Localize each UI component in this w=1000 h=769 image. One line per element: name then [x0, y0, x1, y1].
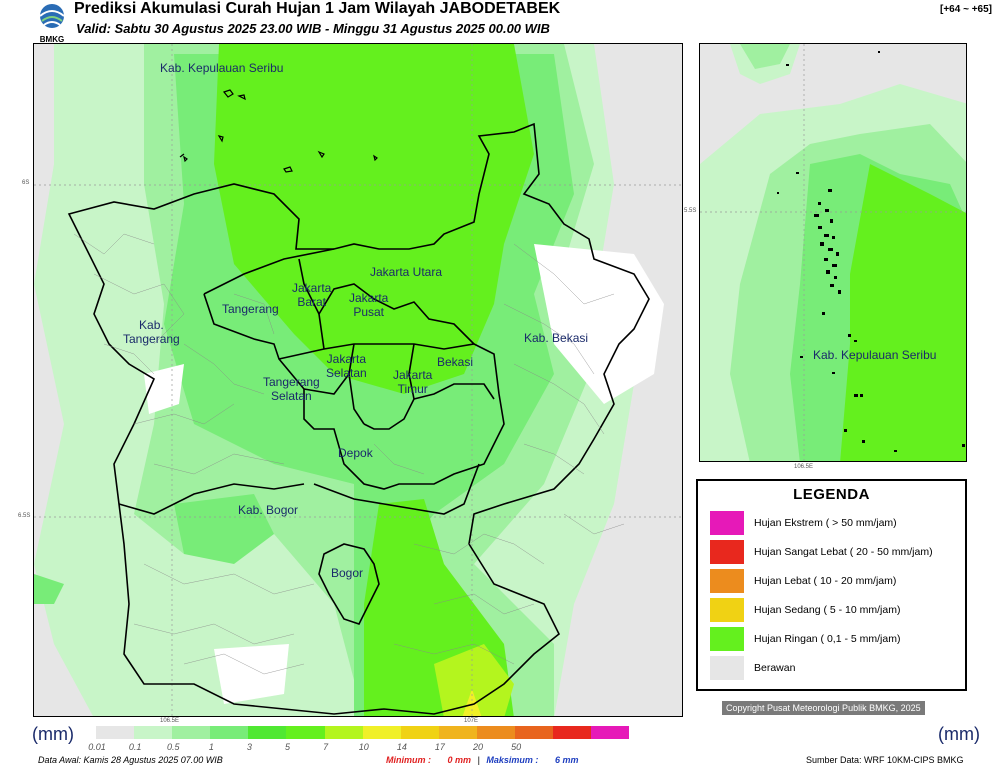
copyright-notice: Copyright Pusat Meteorologi Publik BMKG,… — [722, 701, 925, 715]
colorbar-tick-label: 0.5 — [166, 742, 180, 752]
colorbar-unit-right: (mm) — [938, 724, 980, 744]
legend-label-berawan: Berawan — [754, 662, 796, 674]
label-kab-bekasi: Kab. Bekasi — [524, 331, 589, 345]
legend-swatch-sedang — [710, 598, 744, 622]
colorbar-tick-label: 1 — [208, 742, 214, 752]
tick-lat-6-5s: 6.5S — [18, 513, 31, 519]
map-title: Prediksi Akumulasi Curah Hujan 1 Jam Wil… — [74, 0, 561, 17]
footer-minimum-label: Minimum : — [386, 755, 431, 765]
legend-item-sangat-lebat: Hujan Sangat Lebat ( 20 - 50 mm/jam) — [710, 540, 933, 564]
legend-label-ringan: Hujan Ringan ( 0,1 - 5 mm/jam) — [754, 633, 901, 645]
label-jakarta-utara: Jakarta Utara — [370, 265, 443, 279]
colorbar-segment — [553, 726, 592, 739]
colorbar-segment — [248, 726, 287, 739]
colorbar-segment — [96, 726, 135, 739]
colorbar-tick-label: 5 — [285, 742, 291, 752]
map-subtitle: Valid: Sabtu 30 Agustus 2025 23.00 WIB -… — [76, 21, 550, 36]
colorbar-tick-label: 10 — [358, 742, 369, 752]
legend-item-ekstrem: Hujan Ekstrem ( > 50 mm/jam) — [710, 511, 897, 535]
label-depok: Depok — [338, 446, 373, 460]
inset-tick-lon: 106.5E — [794, 464, 814, 470]
legend-title: LEGENDA — [793, 486, 870, 503]
main-map: Kab. Kepulauan Seribu Jakarta Utara Jaka… — [33, 43, 683, 717]
colorbar-tick-label: 0.1 — [128, 742, 142, 752]
inset-label-kepulauan-seribu: Kab. Kepulauan Seribu — [813, 348, 937, 362]
label-jakarta-barat: Jakarta Barat — [292, 281, 332, 309]
colorbar-segment — [438, 726, 477, 739]
label-kab-tangerang: Kab. Tangerang — [123, 318, 180, 346]
label-jakarta-pusat: Jakarta Pusat — [349, 291, 389, 319]
footer-maksimum-label: Maksimum : — [486, 755, 539, 765]
colorbar-tick-label: 3 — [246, 742, 252, 752]
colorbar-tick-label: 14 — [396, 742, 407, 752]
colorbar-unit-left: (mm) — [32, 724, 74, 744]
legend-box: LEGENDA Hujan Ekstrem ( > 50 mm/jam) Huj… — [696, 479, 967, 691]
legend-swatch-lebat — [710, 569, 744, 593]
label-jakarta-selatan: Jakarta Selatan — [326, 352, 367, 380]
main-map-svg — [34, 44, 682, 716]
legend-label-sangat-lebat: Hujan Sangat Lebat ( 20 - 50 mm/jam) — [754, 546, 933, 558]
colorbar-tick-label: 0.01 — [88, 742, 106, 752]
colorbar-tick-label: 50 — [511, 742, 522, 752]
colorbar-segment — [476, 726, 516, 739]
legend-label-ekstrem: Hujan Ekstrem ( > 50 mm/jam) — [754, 517, 897, 529]
colorbar-segment — [324, 726, 363, 739]
colorbar-tick-label: 7 — [323, 742, 329, 752]
footer-data-awal: Data Awal: Kamis 28 Agustus 2025 07.00 W… — [38, 755, 223, 765]
label-kab-bogor: Kab. Bogor — [238, 503, 299, 517]
forecast-range: [+64 ~ +65] — [940, 4, 992, 15]
footer-separator: | — [477, 755, 480, 765]
label-jakarta-timur: Jakarta Timur — [393, 368, 433, 396]
logo-text: BMKG — [40, 35, 64, 44]
colorbar-tick-label: 20 — [473, 742, 484, 752]
label-bogor: Bogor — [331, 566, 364, 580]
colorbar-segment — [591, 726, 630, 739]
footer-min-max: Minimum : 0 mm | Maksimum : 6 mm — [386, 755, 578, 765]
legend-swatch-ringan — [710, 627, 744, 651]
colorbar-segment — [400, 726, 439, 739]
footer-source: Sumber Data: WRF 10KM-CIPS BMKG — [806, 755, 964, 765]
footer-maksimum-value: 6 mm — [554, 755, 579, 765]
bmkg-logo: BMKG — [39, 4, 65, 44]
inset-map: Kab. Kepulauan Seribu — [699, 43, 967, 462]
inset-map-svg — [700, 44, 966, 461]
legend-swatch-berawan — [710, 656, 744, 680]
tick-lat-6s: 6S — [22, 180, 30, 186]
label-tangerang: Tangerang — [222, 302, 279, 316]
colorbar-segment — [362, 726, 401, 739]
tick-lon-106-5e: 106.5E — [160, 718, 180, 724]
colorbar-segment — [515, 726, 554, 739]
colorbar-segment — [134, 726, 173, 739]
colorbar-segment — [210, 726, 249, 739]
inset-tick-lat: 5.5S — [684, 208, 697, 214]
label-bekasi: Bekasi — [437, 355, 474, 369]
label-kepulauan-seribu: Kab. Kepulauan Seribu — [160, 61, 284, 75]
colorbar-segment — [172, 726, 211, 739]
legend-item-berawan: Berawan — [710, 656, 796, 680]
colorbar — [96, 726, 630, 739]
colorbar-tick-label: 17 — [434, 742, 445, 752]
legend-item-sedang: Hujan Sedang ( 5 - 10 mm/jam) — [710, 598, 901, 622]
legend-label-sedang: Hujan Sedang ( 5 - 10 mm/jam) — [754, 604, 901, 616]
legend-swatch-sangat-lebat — [710, 540, 744, 564]
legend-swatch-ekstrem — [710, 511, 744, 535]
footer-minimum-value: 0 mm — [447, 755, 472, 765]
legend-label-lebat: Hujan Lebat ( 10 - 20 mm/jam) — [754, 575, 897, 587]
label-tangerang-selatan: Tangerang Selatan — [263, 375, 320, 403]
tick-lon-107e: 107E — [464, 718, 479, 724]
colorbar-segment — [286, 726, 325, 739]
legend-item-lebat: Hujan Lebat ( 10 - 20 mm/jam) — [710, 569, 897, 593]
legend-item-ringan: Hujan Ringan ( 0,1 - 5 mm/jam) — [710, 627, 901, 651]
